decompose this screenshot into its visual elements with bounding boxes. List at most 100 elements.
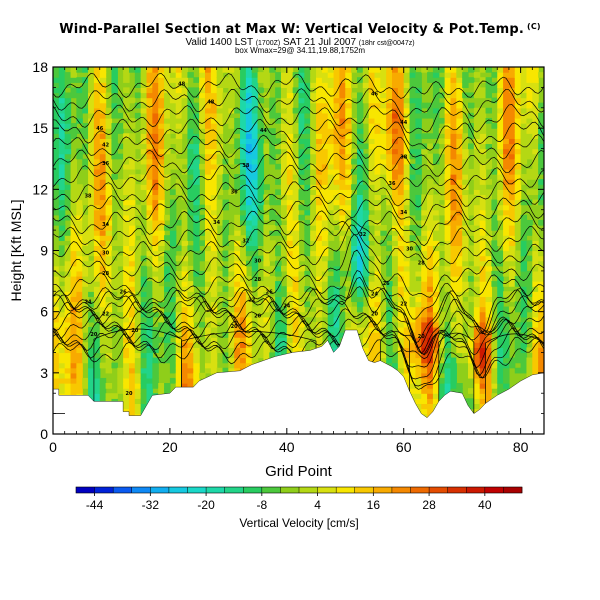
velocity-cell — [415, 270, 422, 277]
velocity-cell — [520, 174, 528, 180]
velocity-cell — [76, 107, 83, 114]
velocity-cell — [409, 97, 417, 104]
velocity-cell — [397, 204, 405, 211]
velocity-cell — [397, 163, 405, 170]
velocity-cell — [304, 225, 311, 231]
velocity-cell — [286, 138, 294, 145]
velocity-cell — [386, 123, 393, 129]
velocity-cell — [427, 301, 434, 308]
velocity-cell — [204, 82, 212, 88]
velocity-cell — [210, 321, 218, 328]
velocity-cell — [479, 138, 487, 145]
velocity-cell — [164, 72, 171, 78]
velocity-cell — [310, 128, 317, 134]
velocity-cell — [53, 383, 60, 389]
velocity-cell — [438, 92, 446, 99]
velocity-cell — [175, 342, 183, 348]
velocity-cell — [275, 321, 282, 328]
velocity-cell — [380, 225, 387, 231]
velocity-cell — [216, 67, 224, 73]
velocity-cell — [432, 117, 440, 124]
velocity-cell — [152, 128, 159, 134]
velocity-cell — [514, 321, 522, 328]
velocity-cell — [128, 194, 136, 201]
velocity-cell — [251, 332, 259, 338]
velocity-cell — [286, 174, 294, 180]
velocity-cell — [251, 311, 259, 318]
velocity-cell — [240, 281, 247, 287]
velocity-cell — [53, 362, 60, 369]
velocity-cell — [362, 82, 370, 88]
velocity-cell — [263, 265, 270, 272]
velocity-cell — [368, 184, 376, 190]
velocity-cell — [204, 67, 212, 73]
velocity-cell — [327, 306, 335, 313]
velocity-cell — [421, 209, 428, 216]
velocity-cell — [105, 179, 113, 185]
velocity-cell — [497, 102, 504, 109]
velocity-cell — [269, 158, 276, 165]
velocity-cell — [146, 347, 153, 354]
velocity-cell — [351, 67, 358, 73]
velocity-cell — [368, 275, 376, 282]
velocity-cell — [152, 230, 159, 236]
velocity-cell — [444, 107, 452, 114]
velocity-cell — [240, 133, 247, 139]
velocity-cell — [473, 199, 481, 206]
velocity-cell — [351, 82, 358, 88]
velocity-cell — [216, 189, 224, 196]
velocity-cell — [362, 235, 370, 241]
velocity-cell — [444, 245, 452, 252]
velocity-cell — [473, 143, 481, 150]
velocity-cell — [88, 92, 95, 99]
velocity-cell — [257, 184, 265, 190]
velocity-cell — [164, 148, 171, 155]
velocity-cell — [438, 230, 446, 236]
velocity-cell — [169, 214, 177, 221]
velocity-cell — [479, 204, 487, 211]
velocity-cell — [468, 209, 475, 216]
velocity-cell — [251, 225, 259, 231]
velocity-cell — [462, 204, 469, 211]
velocity-cell — [123, 77, 130, 83]
velocity-cell — [362, 117, 370, 124]
velocity-cell — [438, 174, 446, 180]
velocity-cell — [450, 372, 457, 379]
velocity-cell — [187, 291, 194, 297]
velocity-cell — [403, 128, 411, 134]
velocity-cell — [234, 67, 241, 73]
velocity-cell — [508, 281, 516, 287]
velocity-cell — [421, 321, 428, 328]
velocity-cell — [210, 219, 218, 226]
velocity-cell — [508, 240, 516, 247]
velocity-cell — [310, 117, 317, 124]
velocity-cell — [187, 306, 194, 313]
velocity-cell — [216, 235, 224, 241]
velocity-cell — [210, 168, 218, 175]
velocity-cell — [310, 112, 317, 119]
velocity-cell — [491, 367, 498, 374]
velocity-cell — [368, 306, 376, 313]
velocity-cell — [76, 265, 83, 272]
velocity-cell — [462, 92, 469, 99]
velocity-cell — [292, 189, 300, 196]
velocity-cell — [134, 158, 142, 165]
velocity-cell — [105, 326, 113, 333]
velocity-cell — [164, 153, 171, 160]
velocity-cell — [93, 377, 101, 384]
velocity-cell — [204, 260, 212, 267]
velocity-cell — [333, 250, 341, 257]
velocity-cell — [76, 362, 83, 369]
velocity-cell — [152, 168, 159, 175]
velocity-cell — [175, 102, 183, 109]
velocity-cell — [193, 372, 200, 379]
velocity-cell — [351, 260, 358, 267]
velocity-cell — [438, 77, 446, 83]
velocity-cell — [415, 337, 422, 343]
velocity-cell — [316, 163, 323, 170]
velocity-cell — [146, 148, 153, 155]
velocity-cell — [316, 245, 323, 252]
velocity-cell — [123, 72, 130, 78]
velocity-cell — [228, 77, 235, 83]
velocity-cell — [444, 72, 452, 78]
